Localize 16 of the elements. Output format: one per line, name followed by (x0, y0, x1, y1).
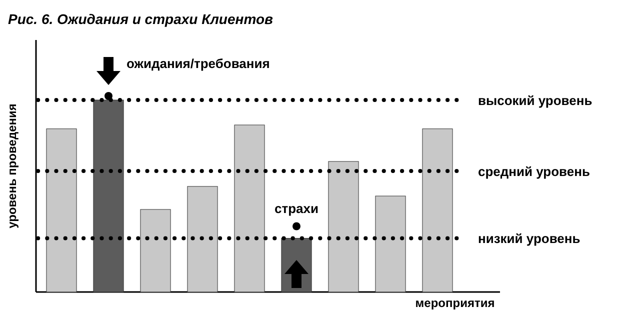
bar (375, 196, 406, 292)
bar (234, 124, 265, 292)
bar (328, 161, 359, 292)
y-axis-title: уровень проведения (5, 104, 19, 228)
x-axis-title: мероприятия (415, 296, 495, 310)
ref-line-label: низкий уровень (478, 231, 580, 246)
ref-line-label: средний уровень (478, 164, 590, 180)
bar (140, 209, 171, 292)
ref-line-label: высокий уровень (478, 93, 592, 108)
bar (187, 186, 218, 292)
bar (46, 128, 77, 292)
text: ожидания/требования (126, 56, 270, 71)
annotation: страхи (274, 201, 318, 216)
bar (93, 100, 124, 292)
chart-title: Рис. 6. Ожидания и страхи Клиентов (8, 11, 274, 27)
bar (422, 128, 453, 292)
